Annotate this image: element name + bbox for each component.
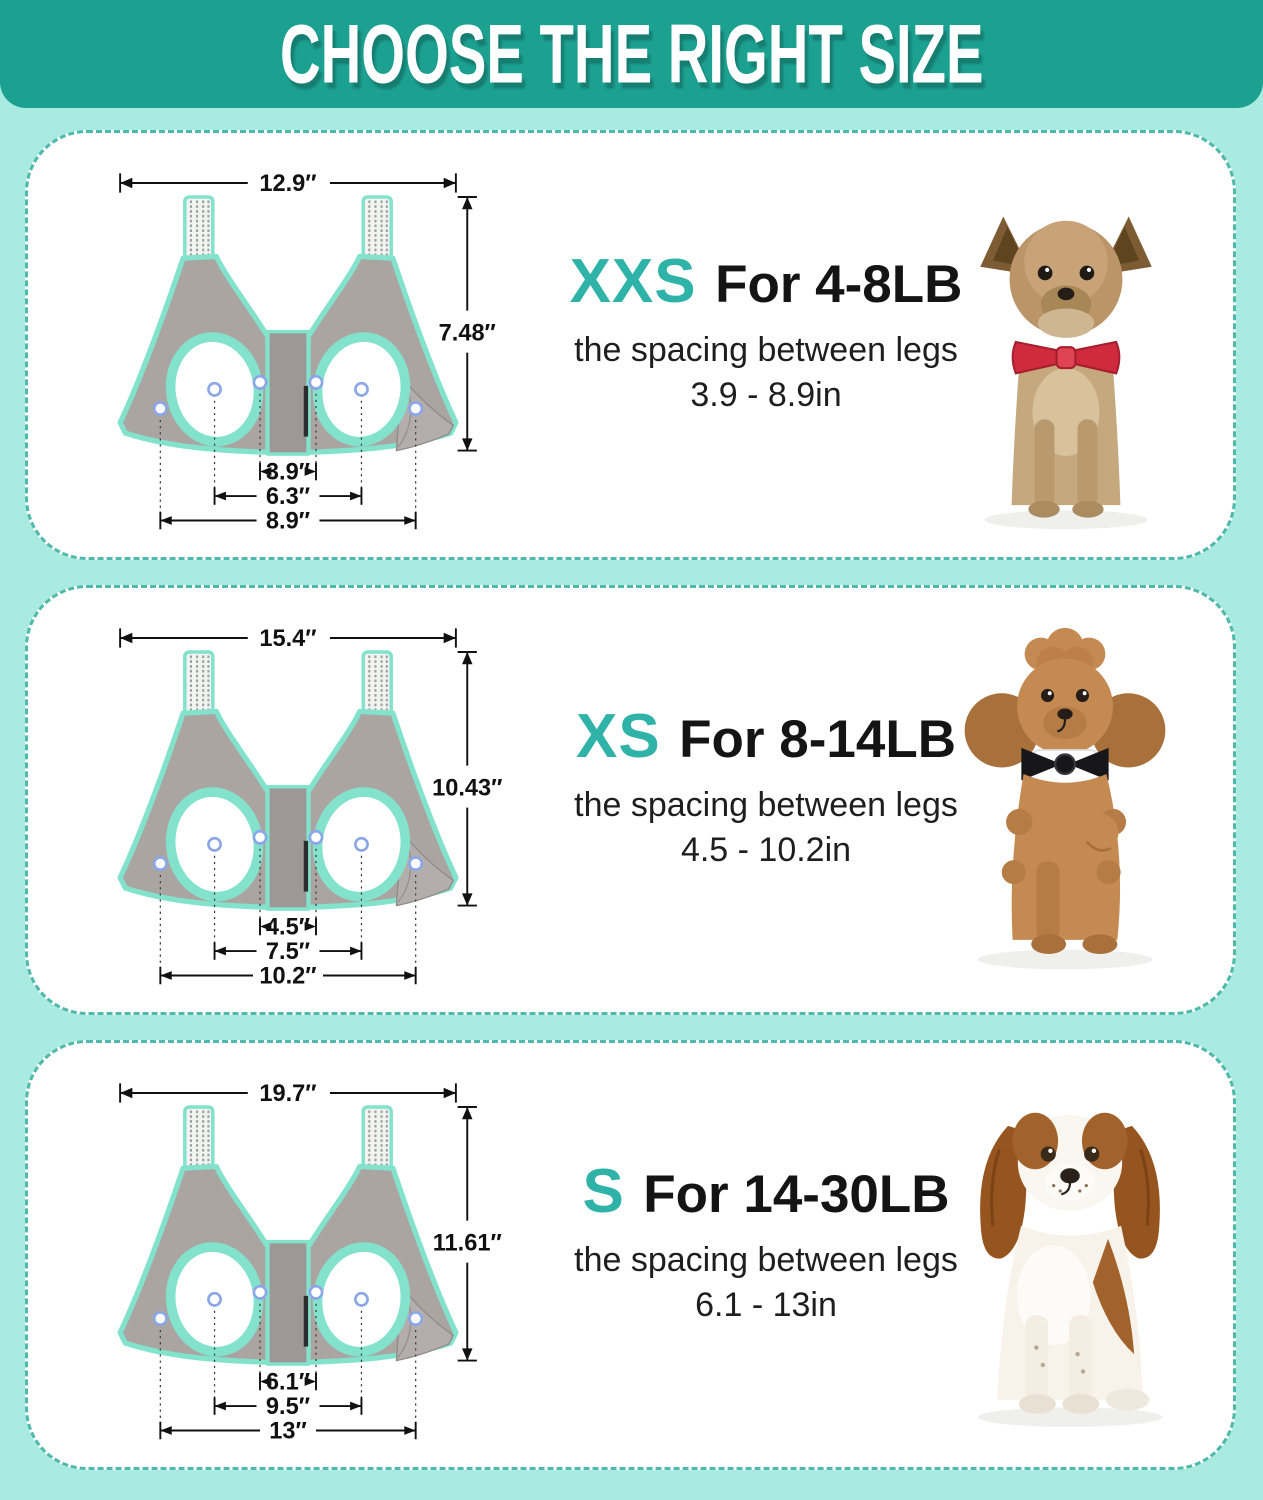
dim-inner-label: 4.5″ (266, 914, 310, 940)
snap-marker (354, 1291, 369, 1307)
dim-inner-label: 3.9″ (266, 459, 310, 485)
dim-outer-label: 13″ (269, 1418, 307, 1444)
size-info-xxs: XXS For 4-8LB the spacing between legs 3… (526, 251, 1006, 415)
snap-marker (152, 856, 168, 872)
weight-range-label: For 4-8LB (715, 255, 963, 314)
snap-marker (354, 836, 369, 852)
dim-inner-label: 6.1″ (266, 1369, 310, 1395)
harness-diagram-xxs: 12.9″ (64, 169, 526, 545)
snap-marker (207, 836, 222, 852)
snap-marker (354, 381, 369, 397)
size-panel-s: 19.7″ (25, 1040, 1236, 1470)
snap-marker (252, 829, 268, 845)
spacing-range: 4.5 - 10.2in (680, 830, 852, 869)
snap-marker (408, 1311, 424, 1327)
size-info-xs: XS For 8-14LB the spacing between legs 4… (526, 706, 1006, 870)
spacing-range: 3.9 - 8.9in (690, 375, 842, 414)
size-label: XXS (569, 247, 697, 316)
snap-marker (308, 374, 324, 390)
harness-center-band (266, 1239, 310, 1366)
harness-diagram-xs: 15.4″ (64, 624, 526, 1000)
dog-image-yorkshire-terrier (951, 187, 1181, 543)
spacing-text: the spacing between legs (574, 331, 958, 369)
size-label: S (582, 1157, 625, 1226)
snap-marker (152, 401, 168, 417)
dim-height-label: 10.43″ (432, 775, 502, 801)
harness-dimension-diagram: 12.9″ (117, 171, 496, 534)
dim-height-label: 11.61″ (433, 1230, 502, 1256)
hanging-strap-left (183, 195, 215, 266)
snap-marker (308, 829, 324, 845)
harness-corner-flap (395, 830, 455, 907)
spacing-text: the spacing between legs (574, 786, 958, 824)
size-info-s: S For 14-30LB the spacing between legs 6… (526, 1161, 1006, 1325)
header-banner: CHOOSE THE RIGHT SIZE (0, 0, 1263, 108)
hanging-strap-right (361, 650, 393, 721)
harness-center-band (266, 784, 310, 911)
snap-marker (252, 1284, 268, 1300)
harness-dimension-diagram: 15.4″ (117, 626, 502, 989)
size-panel-xs: 15.4″ (25, 585, 1236, 1015)
weight-range-label: For 14-30LB (643, 1165, 950, 1224)
spaniel-illustration (977, 1112, 1163, 1427)
snap-marker (252, 374, 268, 390)
spacing-range: 6.1 - 13in (695, 1285, 837, 1324)
dim-center-label: 7.5″ (266, 939, 310, 965)
dog-image-cavalier-spaniel (945, 1053, 1195, 1453)
dim-height-label: 7.48″ (439, 320, 496, 346)
harness-center-band (266, 329, 310, 456)
weight-range-label: For 8-14LB (679, 710, 956, 769)
hanging-strap-right (361, 1105, 393, 1176)
dim-center-label: 9.5″ (266, 1394, 310, 1420)
dim-width-label: 12.9″ (259, 171, 316, 197)
size-label: XS (576, 702, 661, 771)
dim-width-label: 15.4″ (259, 626, 316, 652)
snap-marker (207, 381, 222, 397)
snap-marker (152, 1311, 168, 1327)
yorkie-illustration (980, 216, 1152, 530)
size-panel-xxs: 12.9″ (25, 130, 1236, 560)
snap-marker (408, 856, 424, 872)
hanging-strap-left (183, 650, 215, 721)
poodle-illustration (964, 627, 1166, 970)
hanging-strap-left (183, 1105, 215, 1176)
dim-width-label: 19.7″ (259, 1081, 316, 1107)
harness-corner-flap (395, 1285, 455, 1362)
hanging-strap-right (361, 195, 393, 266)
dim-center-label: 6.3″ (266, 484, 310, 510)
snap-marker (207, 1291, 222, 1307)
harness-diagram-s: 19.7″ (64, 1079, 526, 1455)
dim-outer-label: 10.2″ (259, 963, 316, 989)
snap-marker (308, 1284, 324, 1300)
harness-dimension-diagram: 19.7″ (117, 1081, 502, 1444)
snap-marker (408, 401, 424, 417)
dim-outer-label: 8.9″ (266, 508, 310, 534)
harness-corner-flap (395, 375, 455, 452)
dog-image-toy-poodle (945, 596, 1185, 1000)
spacing-text: the spacing between legs (574, 1241, 958, 1279)
size-panels: 12.9″ (0, 108, 1263, 1470)
page-title: CHOOSE THE RIGHT SIZE (279, 7, 984, 101)
